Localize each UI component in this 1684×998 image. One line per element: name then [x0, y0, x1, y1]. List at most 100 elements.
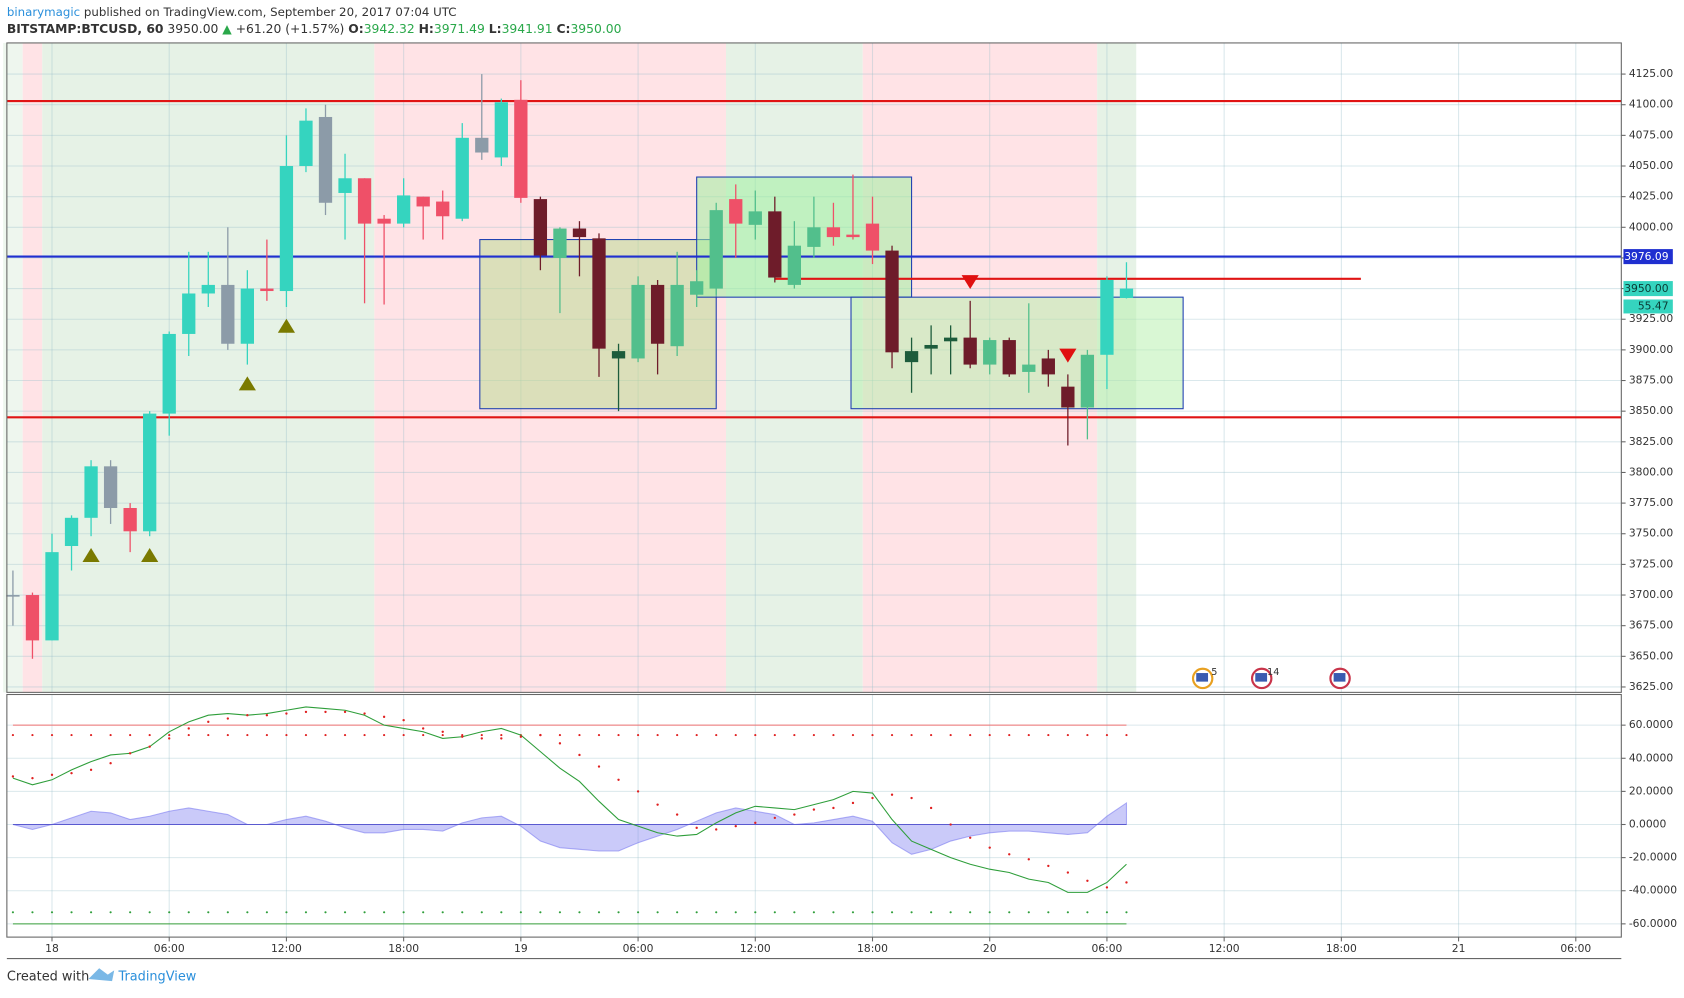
level-dot	[383, 734, 386, 737]
level-dot	[265, 734, 268, 737]
level-dot	[324, 911, 327, 914]
level-dot	[832, 734, 835, 737]
level-dot	[285, 911, 288, 914]
level-dot	[363, 734, 366, 737]
dot	[1008, 853, 1011, 856]
level-dot	[617, 734, 620, 737]
dot	[226, 717, 229, 720]
level-dot	[187, 734, 190, 737]
level-dot	[285, 734, 288, 737]
y-tick-label: 4025.00	[1629, 190, 1674, 203]
x-tick-label: 20	[983, 942, 997, 955]
published: published on TradingView.com, September …	[84, 4, 457, 18]
level-dot	[558, 911, 562, 914]
candle-body	[768, 211, 782, 278]
level-dot	[461, 734, 464, 737]
up-signal	[238, 376, 256, 391]
candle-body	[357, 178, 372, 224]
candle-body	[182, 293, 196, 334]
level-dot	[1027, 911, 1030, 914]
candle-body	[162, 333, 176, 414]
candle-body	[201, 284, 215, 294]
level-dot	[910, 911, 913, 914]
y-tick-label: 3700.00	[1629, 588, 1674, 601]
x-tick-label: 06:00	[623, 942, 654, 955]
level-dot	[50, 911, 54, 914]
event-icon[interactable]	[1191, 667, 1214, 690]
event-icon[interactable]	[1250, 667, 1273, 690]
dot	[949, 823, 952, 826]
event-flag	[1333, 673, 1346, 682]
level-dot	[656, 911, 659, 914]
level-dot	[1066, 911, 1069, 914]
dot	[246, 714, 249, 717]
price-label: 3950.00	[1624, 282, 1669, 295]
dot	[128, 752, 132, 755]
dot	[597, 765, 601, 768]
logo	[88, 968, 115, 982]
level-dot	[226, 734, 229, 737]
up-arrow: ▲	[222, 21, 232, 35]
dot	[363, 712, 366, 715]
level-dot	[1086, 734, 1089, 737]
y-tick-label: 3850.00	[1629, 404, 1674, 417]
dot	[441, 730, 444, 733]
level-dot	[676, 911, 679, 914]
level-dot	[949, 734, 952, 737]
dot	[70, 771, 73, 775]
indicator-pane-frame	[6, 693, 1622, 938]
ohlc-label: H:	[419, 21, 434, 35]
level-dot	[734, 911, 737, 914]
level-dot	[890, 911, 894, 914]
candle-body	[1119, 288, 1134, 299]
y-tick-label: -20.0000	[1629, 851, 1677, 864]
candle-body	[514, 99, 528, 198]
dot	[187, 727, 190, 730]
level-dot	[70, 911, 73, 914]
level-dot	[50, 734, 54, 737]
ohlc-label: C:	[556, 21, 570, 35]
dot	[480, 737, 483, 740]
level-dot	[168, 734, 171, 737]
level-dot	[832, 911, 835, 914]
level-dot	[441, 911, 444, 914]
candle-body	[963, 337, 977, 365]
dot	[871, 796, 874, 800]
level-dot	[461, 911, 464, 914]
level-dot	[656, 734, 659, 737]
level-dot	[1105, 911, 1109, 914]
dot	[539, 733, 542, 737]
footer-brand[interactable]: TradingView	[118, 969, 197, 984]
level-dot	[402, 734, 405, 737]
candle-body	[475, 137, 489, 153]
event-count: 14	[1267, 667, 1279, 678]
level-dot	[812, 734, 815, 737]
x-tick-label: 18:00	[1326, 942, 1357, 955]
candle-body	[25, 595, 40, 641]
y-tick-label: 4100.00	[1629, 98, 1674, 111]
y-tick-label: -60.0000	[1629, 917, 1677, 930]
y-tick-label: 3625.00	[1629, 680, 1674, 693]
dot	[715, 828, 718, 831]
candle-body	[396, 195, 411, 224]
dot	[265, 714, 269, 717]
dot	[969, 836, 972, 839]
level-dot	[422, 911, 425, 914]
level-dot	[812, 911, 815, 914]
ohlc-label: O:	[348, 21, 363, 35]
level-dot	[597, 911, 601, 914]
dot	[675, 813, 679, 816]
candle-body	[729, 199, 743, 224]
dot	[910, 796, 913, 800]
level-dot	[578, 911, 581, 914]
candle-body	[572, 228, 587, 238]
event-icon[interactable]	[1329, 667, 1351, 690]
dot	[734, 824, 737, 828]
level-dot	[480, 734, 483, 737]
candle-body	[631, 284, 645, 359]
candle-body	[533, 199, 548, 256]
line	[12, 706, 1127, 893]
author[interactable]: binarymagic	[7, 4, 80, 18]
candle-body	[1080, 354, 1095, 408]
candle-body	[1041, 358, 1055, 375]
